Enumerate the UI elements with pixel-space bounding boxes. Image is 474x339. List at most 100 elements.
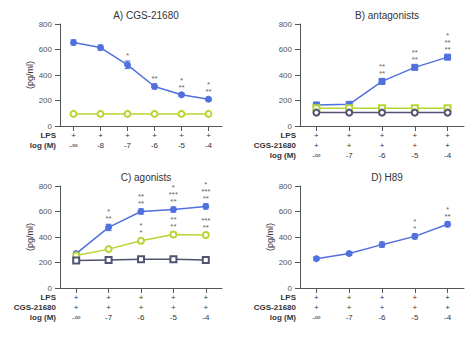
svg-text:D) H89: D) H89	[371, 172, 403, 183]
svg-text:200: 200	[39, 96, 53, 105]
svg-text:-4: -4	[444, 151, 452, 160]
svg-text:+: +	[347, 303, 352, 312]
svg-text:**: **	[170, 222, 176, 231]
svg-text:+: +	[98, 131, 103, 140]
svg-text:+: +	[412, 293, 417, 302]
svg-text:+: +	[125, 131, 130, 140]
svg-text:+: +	[347, 293, 352, 302]
svg-text:-6: -6	[378, 151, 386, 160]
svg-text:-5: -5	[411, 313, 419, 322]
svg-text:200: 200	[279, 96, 293, 105]
svg-text:-6: -6	[378, 313, 386, 322]
svg-text:(pg/ml): (pg/ml)	[265, 223, 275, 251]
svg-text:CGS-21680: CGS-21680	[14, 303, 57, 312]
svg-text:+: +	[203, 293, 208, 302]
svg-text:600: 600	[279, 207, 293, 216]
svg-text:-7: -7	[346, 313, 354, 322]
svg-text:**: **	[379, 69, 385, 78]
svg-text:-7: -7	[105, 313, 113, 322]
svg-text:+: +	[314, 131, 319, 140]
svg-text:log (M): log (M)	[270, 151, 297, 160]
svg-text:-6: -6	[151, 141, 159, 150]
svg-text:CGS-21680: CGS-21680	[254, 303, 297, 312]
svg-text:**: **	[444, 212, 450, 221]
svg-text:800: 800	[39, 182, 53, 191]
svg-text:800: 800	[279, 20, 293, 29]
svg-text:+: +	[139, 303, 144, 312]
svg-text:**: **	[412, 55, 418, 64]
svg-text:-4: -4	[444, 313, 452, 322]
svg-text:-8: -8	[97, 141, 105, 150]
svg-text:+: +	[412, 131, 417, 140]
svg-text:+: +	[445, 303, 450, 312]
svg-text:600: 600	[39, 207, 53, 216]
svg-text:(pg/ml): (pg/ml)	[25, 223, 35, 251]
svg-text:0: 0	[48, 122, 53, 131]
svg-text:+: +	[106, 293, 111, 302]
svg-text:+: +	[152, 131, 157, 140]
svg-text:-6: -6	[137, 313, 145, 322]
svg-text:-∞: -∞	[312, 313, 321, 322]
svg-text:0: 0	[288, 122, 293, 131]
svg-text:0: 0	[288, 284, 293, 293]
svg-text:*: *	[413, 224, 416, 233]
svg-text:+: +	[171, 303, 176, 312]
svg-text:400: 400	[39, 233, 53, 242]
svg-text:**: **	[444, 45, 450, 54]
svg-text:*: *	[126, 51, 129, 60]
svg-text:-7: -7	[346, 151, 354, 160]
svg-text:-4: -4	[205, 141, 213, 150]
svg-text:200: 200	[39, 258, 53, 267]
svg-text:0: 0	[48, 284, 53, 293]
svg-text:800: 800	[279, 182, 293, 191]
svg-text:+: +	[380, 131, 385, 140]
svg-text:+: +	[314, 303, 319, 312]
svg-text:**: **	[203, 223, 209, 232]
svg-text:+: +	[171, 293, 176, 302]
svg-text:**: **	[151, 74, 157, 83]
svg-text:+: +	[445, 131, 450, 140]
svg-text:+: +	[74, 303, 79, 312]
svg-text:+: +	[314, 293, 319, 302]
svg-text:+: +	[74, 293, 79, 302]
svg-text:+: +	[71, 131, 76, 140]
svg-text:600: 600	[39, 45, 53, 54]
svg-text:400: 400	[279, 71, 293, 80]
svg-text:-∞: -∞	[312, 151, 321, 160]
svg-text:CGS-21680: CGS-21680	[254, 141, 297, 150]
svg-text:log (M): log (M)	[270, 313, 297, 322]
svg-text:+: +	[106, 303, 111, 312]
svg-text:-4: -4	[202, 313, 210, 322]
svg-text:+: +	[203, 303, 208, 312]
svg-text:+: +	[380, 141, 385, 150]
svg-text:-5: -5	[178, 141, 186, 150]
svg-text:+: +	[412, 303, 417, 312]
svg-text:+: +	[380, 303, 385, 312]
svg-text:log (M): log (M)	[30, 141, 57, 150]
svg-text:(pg/ml): (pg/ml)	[25, 61, 35, 89]
svg-text:+: +	[206, 131, 211, 140]
svg-text:-∞: -∞	[69, 141, 78, 150]
svg-text:600: 600	[279, 45, 293, 54]
svg-text:**: **	[105, 214, 111, 223]
svg-text:-∞: -∞	[72, 313, 81, 322]
svg-text:800: 800	[39, 20, 53, 29]
svg-text:+: +	[445, 293, 450, 302]
svg-text:-5: -5	[411, 151, 419, 160]
svg-text:+: +	[445, 141, 450, 150]
svg-text:+: +	[347, 131, 352, 140]
svg-text:400: 400	[39, 71, 53, 80]
svg-text:-7: -7	[124, 141, 132, 150]
svg-text:+: +	[380, 293, 385, 302]
svg-text:B) antagonists: B) antagonists	[355, 10, 419, 21]
svg-text:LPS: LPS	[280, 131, 296, 140]
svg-text:*: *	[139, 228, 142, 237]
svg-text:**: **	[178, 83, 184, 92]
svg-text:C) agonists: C) agonists	[121, 172, 172, 183]
svg-text:LPS: LPS	[40, 131, 56, 140]
svg-text:+: +	[314, 141, 319, 150]
svg-text:400: 400	[279, 233, 293, 242]
svg-text:+: +	[347, 141, 352, 150]
svg-text:**: **	[205, 87, 211, 96]
svg-text:-5: -5	[170, 313, 178, 322]
